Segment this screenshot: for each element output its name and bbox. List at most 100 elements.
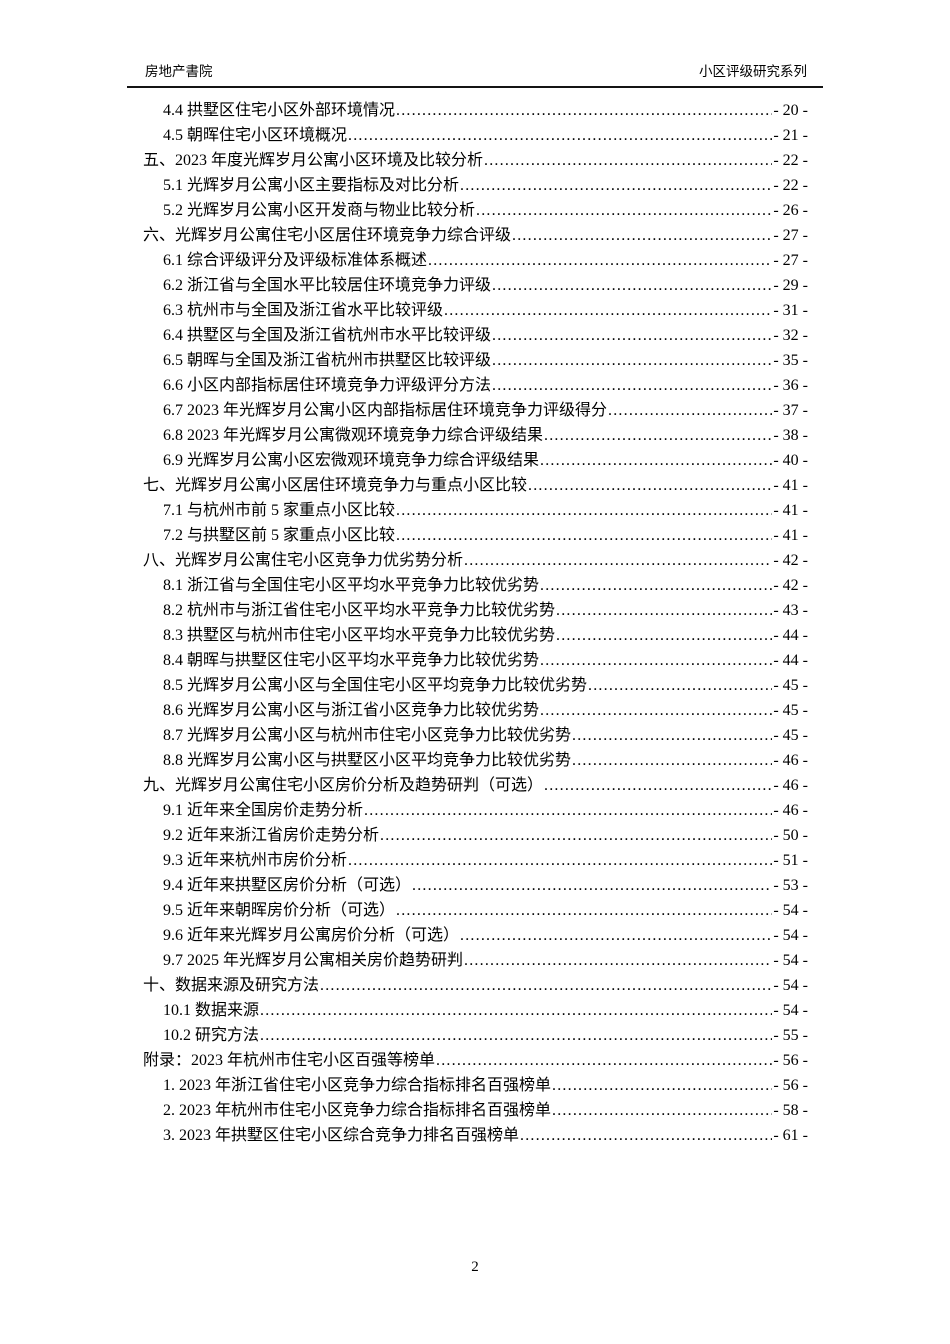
toc-entry-label[interactable]: 8.8 光辉岁月公寓小区与拱墅区小区平均竞争力比较优劣势 [163, 752, 572, 769]
toc-entry[interactable]: 9.7 2025 年光辉岁月公寓相关房价趋势研判 - 54 - [143, 948, 808, 973]
toc-entry-page[interactable]: - 51 - [773, 852, 808, 869]
toc-entry-page[interactable]: - 54 - [773, 902, 808, 919]
toc-entry-label[interactable]: 1. 2023 年浙江省住宅小区竞争力综合指标排名百强榜单 [163, 1077, 552, 1094]
toc-entry[interactable]: 6.2 浙江省与全国水平比较居住环境竞争力评级 - 29 - [143, 273, 808, 298]
toc-entry-label[interactable]: 4.5 朝晖住宅小区环境概况 [163, 127, 348, 144]
toc-entry-label[interactable]: 9.3 近年来杭州市房价分析 [163, 852, 348, 869]
toc-entry-page[interactable]: - 22 - [773, 152, 808, 169]
toc-entry-page[interactable]: - 43 - [773, 602, 808, 619]
toc-entry-page[interactable]: - 35 - [773, 352, 808, 369]
toc-entry-page[interactable]: - 40 - [773, 452, 808, 469]
toc-entry[interactable]: 9.4 近年来拱墅区房价分析（可选） - 53 - [143, 873, 808, 898]
toc-entry-page[interactable]: - 58 - [773, 1102, 808, 1119]
toc-entry[interactable]: 八、光辉岁月公寓住宅小区竞争力优劣势分析 - 42 - [143, 548, 808, 573]
toc-entry-page[interactable]: - 41 - [773, 477, 808, 494]
toc-entry[interactable]: 8.1 浙江省与全国住宅小区平均水平竞争力比较优劣势 - 42 - [143, 573, 808, 598]
toc-entry[interactable]: 5.2 光辉岁月公寓小区开发商与物业比较分析 - 26 - [143, 198, 808, 223]
toc-entry-label[interactable]: 6.5 朝晖与全国及浙江省杭州市拱墅区比较评级 [163, 352, 492, 369]
toc-entry-label[interactable]: 9.5 近年来朝晖房价分析（可选） [163, 902, 396, 919]
toc-entry-label[interactable]: 3. 2023 年拱墅区住宅小区综合竞争力排名百强榜单 [163, 1127, 520, 1144]
toc-entry-label[interactable]: 六、光辉岁月公寓住宅小区居住环境竞争力综合评级 [143, 227, 512, 244]
toc-entry-page[interactable]: - 54 - [773, 1002, 808, 1019]
toc-entry-label[interactable]: 八、光辉岁月公寓住宅小区竞争力优劣势分析 [143, 552, 464, 569]
toc-entry[interactable]: 附录：2023 年杭州市住宅小区百强等榜单 - 56 - [143, 1048, 808, 1073]
toc-entry-label[interactable]: 6.2 浙江省与全国水平比较居住环境竞争力评级 [163, 277, 492, 294]
toc-entry[interactable]: 6.4 拱墅区与全国及浙江省杭州市水平比较评级 - 32 - [143, 323, 808, 348]
toc-entry-label[interactable]: 5.2 光辉岁月公寓小区开发商与物业比较分析 [163, 202, 476, 219]
toc-entry[interactable]: 8.7 光辉岁月公寓小区与杭州市住宅小区竞争力比较优劣势 - 45 - [143, 723, 808, 748]
toc-entry[interactable]: 九、光辉岁月公寓住宅小区房价分析及趋势研判（可选） - 46 - [143, 773, 808, 798]
toc-entry[interactable]: 1. 2023 年浙江省住宅小区竞争力综合指标排名百强榜单 - 56 - [143, 1073, 808, 1098]
toc-entry-label[interactable]: 五、2023 年度光辉岁月公寓小区环境及比较分析 [143, 152, 484, 169]
toc-entry-label[interactable]: 6.3 杭州市与全国及浙江省水平比较评级 [163, 302, 444, 319]
toc-entry-page[interactable]: - 22 - [773, 177, 808, 194]
toc-entry-label[interactable]: 6.7 2023 年光辉岁月公寓小区内部指标居住环境竞争力评级得分 [163, 402, 608, 419]
toc-entry-label[interactable]: 附录：2023 年杭州市住宅小区百强等榜单 [143, 1052, 436, 1069]
toc-entry-label[interactable]: 4.4 拱墅区住宅小区外部环境情况 [163, 102, 396, 119]
toc-entry-label[interactable]: 6.9 光辉岁月公寓小区宏微观环境竞争力综合评级结果 [163, 452, 540, 469]
toc-entry[interactable]: 五、2023 年度光辉岁月公寓小区环境及比较分析 - 22 - [143, 148, 808, 173]
toc-entry-label[interactable]: 5.1 光辉岁月公寓小区主要指标及对比分析 [163, 177, 460, 194]
toc-entry-page[interactable]: - 27 - [773, 227, 808, 244]
toc-entry[interactable]: 9.1 近年来全国房价走势分析 - 46 - [143, 798, 808, 823]
toc-entry-page[interactable]: - 56 - [773, 1077, 808, 1094]
toc-entry-label[interactable]: 十、数据来源及研究方法 [143, 977, 320, 994]
toc-entry-label[interactable]: 9.4 近年来拱墅区房价分析（可选） [163, 877, 412, 894]
toc-entry-page[interactable]: - 29 - [773, 277, 808, 294]
toc-entry-label[interactable]: 10.1 数据来源 [163, 1002, 260, 1019]
toc-entry-label[interactable]: 七、光辉岁月公寓小区居住环境竞争力与重点小区比较 [143, 477, 528, 494]
toc-entry[interactable]: 2. 2023 年杭州市住宅小区竞争力综合指标排名百强榜单 - 58 - [143, 1098, 808, 1123]
toc-entry[interactable]: 6.8 2023 年光辉岁月公寓微观环境竞争力综合评级结果 - 38 - [143, 423, 808, 448]
toc-entry-label[interactable]: 2. 2023 年杭州市住宅小区竞争力综合指标排名百强榜单 [163, 1102, 552, 1119]
toc-entry-page[interactable]: - 46 - [773, 777, 808, 794]
toc-entry-label[interactable]: 8.7 光辉岁月公寓小区与杭州市住宅小区竞争力比较优劣势 [163, 727, 572, 744]
toc-entry-label[interactable]: 7.1 与杭州市前 5 家重点小区比较 [163, 502, 396, 519]
toc-entry-page[interactable]: - 36 - [773, 377, 808, 394]
toc-entry-page[interactable]: - 27 - [773, 252, 808, 269]
toc-entry-label[interactable]: 10.2 研究方法 [163, 1027, 260, 1044]
toc-entry[interactable]: 8.5 光辉岁月公寓小区与全国住宅小区平均竞争力比较优劣势 - 45 - [143, 673, 808, 698]
toc-entry-page[interactable]: - 46 - [773, 752, 808, 769]
toc-entry-page[interactable]: - 44 - [773, 652, 808, 669]
toc-entry-page[interactable]: - 44 - [773, 627, 808, 644]
toc-entry-label[interactable]: 九、光辉岁月公寓住宅小区房价分析及趋势研判（可选） [143, 777, 544, 794]
toc-entry-page[interactable]: - 54 - [773, 977, 808, 994]
toc-entry[interactable]: 六、光辉岁月公寓住宅小区居住环境竞争力综合评级 - 27 - [143, 223, 808, 248]
toc-entry[interactable]: 7.1 与杭州市前 5 家重点小区比较 - 41 - [143, 498, 808, 523]
toc-entry-label[interactable]: 8.6 光辉岁月公寓小区与浙江省小区竞争力比较优劣势 [163, 702, 540, 719]
toc-entry-page[interactable]: - 37 - [773, 402, 808, 419]
toc-entry[interactable]: 8.4 朝晖与拱墅区住宅小区平均水平竞争力比较优劣势 - 44 - [143, 648, 808, 673]
toc-entry[interactable]: 5.1 光辉岁月公寓小区主要指标及对比分析 - 22 - [143, 173, 808, 198]
toc-entry[interactable]: 6.1 综合评级评分及评级标准体系概述 - 27 - [143, 248, 808, 273]
toc-entry[interactable]: 9.5 近年来朝晖房价分析（可选） - 54 - [143, 898, 808, 923]
toc-entry[interactable]: 9.2 近年来浙江省房价走势分析 - 50 - [143, 823, 808, 848]
toc-entry-page[interactable]: - 32 - [773, 327, 808, 344]
toc-entry-label[interactable]: 9.2 近年来浙江省房价走势分析 [163, 827, 380, 844]
toc-entry-page[interactable]: - 20 - [773, 102, 808, 119]
toc-entry-label[interactable]: 8.2 杭州市与浙江省住宅小区平均水平竞争力比较优劣势 [163, 602, 556, 619]
toc-entry[interactable]: 4.4 拱墅区住宅小区外部环境情况 - 20 - [143, 98, 808, 123]
toc-entry-page[interactable]: - 56 - [773, 1052, 808, 1069]
toc-entry-label[interactable]: 6.8 2023 年光辉岁月公寓微观环境竞争力综合评级结果 [163, 427, 544, 444]
toc-entry-label[interactable]: 6.4 拱墅区与全国及浙江省杭州市水平比较评级 [163, 327, 492, 344]
toc-entry[interactable]: 8.8 光辉岁月公寓小区与拱墅区小区平均竞争力比较优劣势 - 46 - [143, 748, 808, 773]
toc-entry-page[interactable]: - 45 - [773, 727, 808, 744]
toc-entry[interactable]: 4.5 朝晖住宅小区环境概况 - 21 - [143, 123, 808, 148]
toc-entry-page[interactable]: - 42 - [773, 552, 808, 569]
toc-entry[interactable]: 6.3 杭州市与全国及浙江省水平比较评级 - 31 - [143, 298, 808, 323]
toc-entry-label[interactable]: 9.6 近年来光辉岁月公寓房价分析（可选） [163, 927, 460, 944]
toc-entry[interactable]: 6.9 光辉岁月公寓小区宏微观环境竞争力综合评级结果 - 40 - [143, 448, 808, 473]
toc-entry[interactable]: 7.2 与拱墅区前 5 家重点小区比较 - 41 - [143, 523, 808, 548]
toc-entry[interactable]: 七、光辉岁月公寓小区居住环境竞争力与重点小区比较 - 41 - [143, 473, 808, 498]
toc-entry-label[interactable]: 8.1 浙江省与全国住宅小区平均水平竞争力比较优劣势 [163, 577, 540, 594]
toc-entry-label[interactable]: 8.5 光辉岁月公寓小区与全国住宅小区平均竞争力比较优劣势 [163, 677, 588, 694]
toc-entry-page[interactable]: - 26 - [773, 202, 808, 219]
toc-entry-page[interactable]: - 42 - [773, 577, 808, 594]
toc-entry-page[interactable]: - 41 - [773, 502, 808, 519]
toc-entry-page[interactable]: - 31 - [773, 302, 808, 319]
toc-entry[interactable]: 6.6 小区内部指标居住环境竞争力评级评分方法 - 36 - [143, 373, 808, 398]
toc-entry-label[interactable]: 7.2 与拱墅区前 5 家重点小区比较 [163, 527, 396, 544]
toc-entry[interactable]: 8.2 杭州市与浙江省住宅小区平均水平竞争力比较优劣势 - 43 - [143, 598, 808, 623]
toc-entry-page[interactable]: - 54 - [773, 927, 808, 944]
toc-entry-page[interactable]: - 21 - [773, 127, 808, 144]
